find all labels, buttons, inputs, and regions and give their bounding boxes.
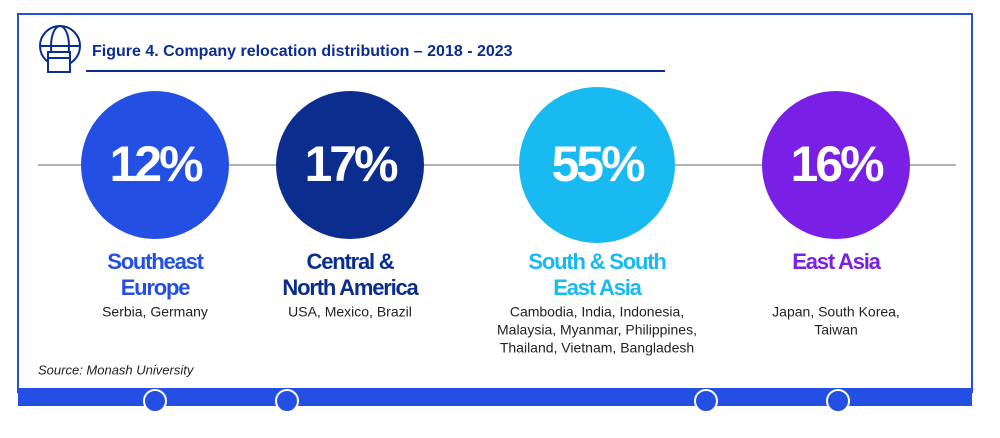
percent: 55% (551, 136, 645, 192)
region: Europe (121, 275, 191, 300)
region: South & South (528, 249, 666, 274)
countries: USA, Mexico, Brazil (288, 304, 412, 320)
source: Source: Monash University (38, 362, 195, 377)
countries: Thailand, Vietnam, Bangladesh (500, 340, 694, 356)
region: Southeast (107, 249, 204, 274)
region: East Asia (792, 249, 881, 274)
badge (276, 91, 424, 239)
percent: 17% (304, 136, 398, 192)
percent: 16% (790, 136, 884, 192)
countries: Japan, South Korea, (772, 304, 900, 320)
countries: Cambodia, India, Indonesia, (510, 304, 684, 320)
badge (81, 91, 229, 239)
percent: 12% (109, 136, 203, 192)
badge (762, 91, 910, 239)
region: East Asia (553, 275, 642, 300)
countries: Serbia, Germany (102, 304, 208, 320)
badge (519, 87, 675, 243)
countries: Taiwan (814, 322, 858, 338)
bar-dots (143, 389, 850, 413)
countries: Malaysia, Myanmar, Philippines, (497, 322, 697, 338)
icon (39, 25, 81, 73)
region: North America (282, 275, 419, 300)
title: Figure 4. Company relocation distributio… (92, 43, 513, 60)
bottom-bar (18, 388, 972, 406)
region: Central & (307, 249, 395, 274)
